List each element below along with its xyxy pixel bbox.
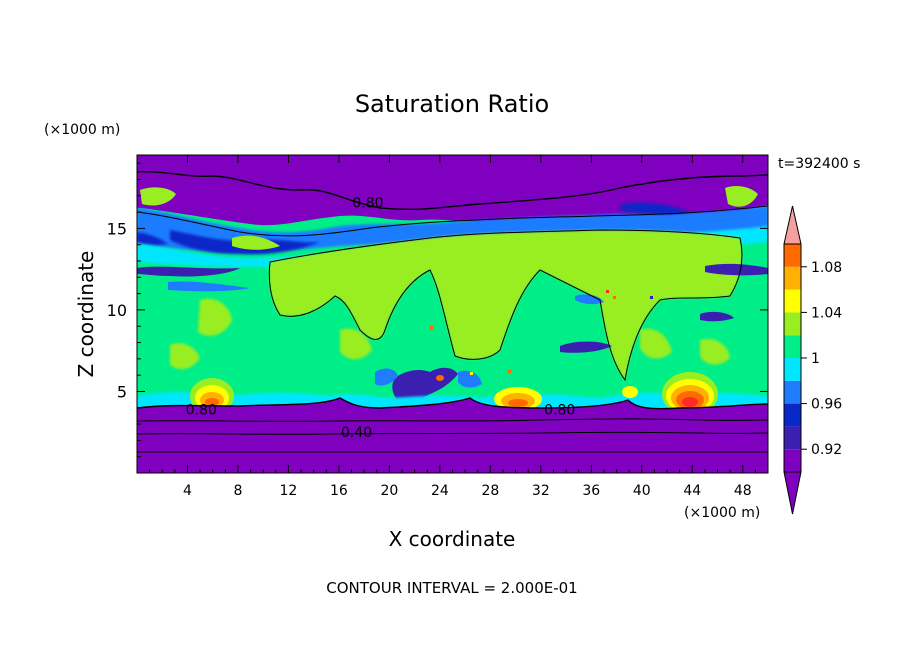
contour-field: 0.80 0.80 0.80 0.40 xyxy=(137,155,768,473)
colorbar-label: 1.08 xyxy=(811,260,842,276)
colorbar-segment xyxy=(784,426,801,450)
time-label: t=392400 s xyxy=(778,156,860,172)
colorbar-label: 0.92 xyxy=(811,442,842,458)
x-tick-label: 44 xyxy=(683,483,701,499)
chart-title: Saturation Ratio xyxy=(355,90,549,118)
contour-label: 0.80 xyxy=(544,402,575,418)
colorbar-segment xyxy=(784,266,801,290)
y-tick-label: 5 xyxy=(117,382,127,401)
contour-label-layer: 0.80 0.80 0.80 0.40 xyxy=(186,195,576,441)
contour-label: 0.80 xyxy=(186,402,217,418)
y-axis-label: Z coordinate xyxy=(74,251,98,378)
colorbar-label: 0.96 xyxy=(811,397,842,413)
x-unit-label: (×1000 m) xyxy=(684,505,760,521)
upper-dry-layer xyxy=(137,155,768,226)
colorbar-segment xyxy=(784,403,801,427)
mid-lime-region xyxy=(269,230,742,380)
x-tick-label: 32 xyxy=(532,483,550,499)
x-tick-label: 12 xyxy=(280,483,298,499)
plume-blue-fringe xyxy=(375,368,482,388)
colorbar-segment xyxy=(784,380,801,404)
colorbar: 0.92 0.96 1 1.04 1.08 xyxy=(783,205,842,515)
x-tick-label: 36 xyxy=(582,483,600,499)
colorbar-segment xyxy=(784,335,801,358)
colorbar-label: 1.04 xyxy=(811,305,842,321)
mid-blue-pockets xyxy=(168,281,604,305)
colorbar-over-arrow xyxy=(783,205,802,245)
contour-interval-note: CONTOUR INTERVAL = 2.000E-01 xyxy=(326,579,577,597)
x-tick-label: 40 xyxy=(633,483,651,499)
y-tick-label: 15 xyxy=(107,219,127,238)
colorbar-segment xyxy=(784,289,801,313)
colorbar-under-arrow xyxy=(783,471,802,515)
colorbar-segment xyxy=(784,244,801,267)
x-tick-label: 8 xyxy=(233,483,242,499)
y-tick-label: 10 xyxy=(107,301,127,320)
x-axis-label: X coordinate xyxy=(389,527,516,551)
x-tick-label: 4 xyxy=(183,483,192,499)
y-axis-ticks: 5 10 15 xyxy=(107,162,768,458)
x-tick-label: 24 xyxy=(431,483,449,499)
contour-label: 0.80 xyxy=(352,195,383,211)
colorbar-label: 1 xyxy=(811,351,820,367)
x-tick-label: 20 xyxy=(380,483,398,499)
colorbar-segment xyxy=(784,312,801,336)
upper-darkblue-patches xyxy=(137,202,690,255)
colorbar-segment xyxy=(784,358,801,381)
y-unit-label: (×1000 m) xyxy=(44,122,120,138)
lower-dry-layer xyxy=(137,398,768,473)
contour-label: 0.40 xyxy=(341,425,372,441)
scattered-specks xyxy=(430,290,653,375)
x-tick-label: 48 xyxy=(734,483,752,499)
contour-lines xyxy=(137,170,768,453)
x-tick-label: 16 xyxy=(330,483,348,499)
x-tick-label: 28 xyxy=(481,483,499,499)
colorbar-segment xyxy=(784,449,801,472)
upper-blue-band xyxy=(137,206,768,252)
mid-dark-streaks xyxy=(137,263,768,353)
x-axis-ticks: 4 8 12 16 20 24 28 32 36 40 44 48 xyxy=(149,155,756,499)
thermal-maxima xyxy=(190,372,718,416)
